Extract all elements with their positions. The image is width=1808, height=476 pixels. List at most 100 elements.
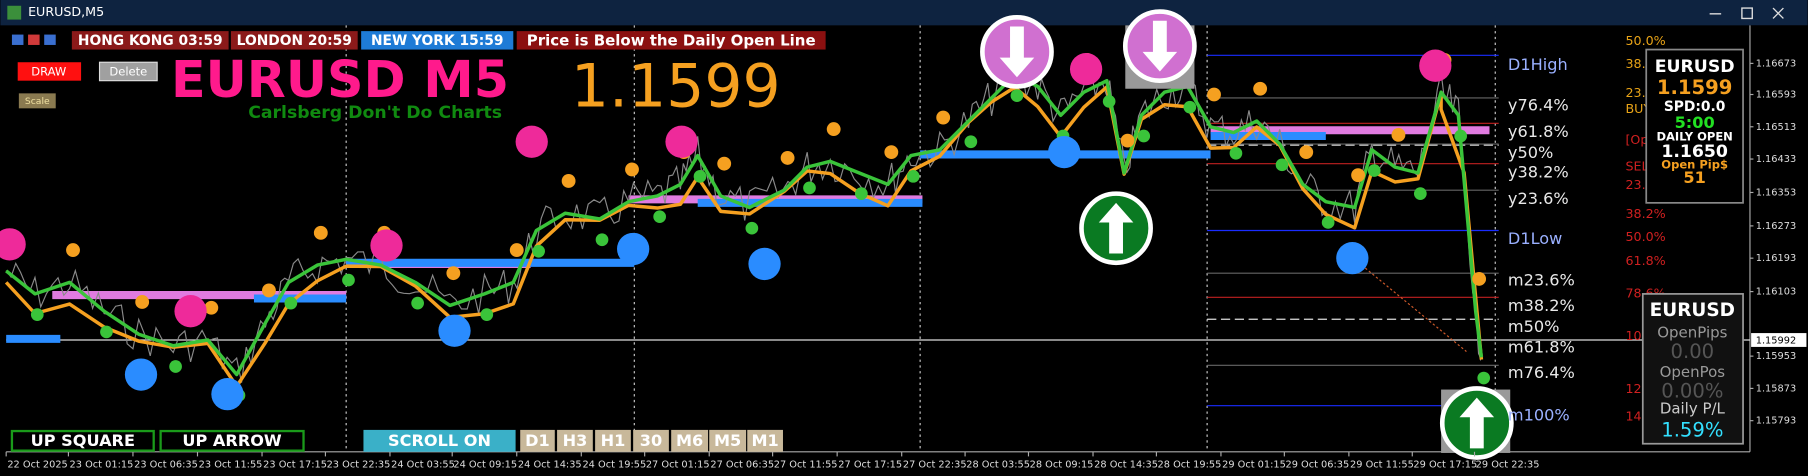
price-line	[5, 64, 1482, 383]
draw-button-label[interactable]: DRAW	[31, 65, 67, 79]
toolbar-button-label[interactable]: D1	[525, 431, 550, 450]
info-panel	[1645, 48, 1744, 204]
swing-high-dot	[509, 243, 524, 258]
fib-level-label: D1Low	[1508, 229, 1562, 248]
tagline: Carlsberg Don't Do Charts	[248, 103, 502, 123]
percent-label: 14	[1625, 409, 1641, 424]
delete-button[interactable]	[98, 61, 158, 82]
time-axis-label: 23 Oct 17:15	[263, 459, 327, 470]
toolbar-button[interactable]	[159, 429, 305, 452]
price-axis-label: 1.16353	[1756, 187, 1796, 198]
trend-line	[1354, 258, 1467, 352]
fib-level-label: D1High	[1508, 55, 1568, 74]
swing-low-dot	[1321, 216, 1335, 229]
pl-panel-text: OpenPips	[1657, 324, 1727, 342]
time-axis-label: 23 Oct 11:55	[199, 459, 263, 470]
time-axis-label: 22 Oct 2025	[7, 459, 67, 470]
delete-button-label[interactable]: Delete	[109, 65, 147, 79]
price-axis-label: 1.16593	[1756, 90, 1796, 101]
time-axis-label: 27 Oct 11:55	[774, 459, 838, 470]
swing-high-dot	[826, 122, 841, 136]
session-box	[361, 31, 514, 50]
info-panel-text: 51	[1683, 168, 1705, 187]
swing-high-dot	[262, 283, 276, 298]
info-panel-text: Open Pip$	[1661, 157, 1728, 171]
toolbar-button[interactable]	[557, 429, 593, 452]
price-axis-area	[1749, 25, 1808, 452]
swing-high-dot	[1391, 127, 1406, 142]
time-axis-label: 29 Oct 22:35	[1476, 459, 1540, 470]
scale-button-label[interactable]: Scale	[25, 96, 50, 107]
time-axis-label: 24 Oct 09:15	[453, 459, 517, 470]
swing-low-dot	[1010, 89, 1024, 102]
low-marker	[211, 378, 244, 411]
percent-label: 38.2%	[1625, 206, 1665, 221]
pl-panel-text: 1.59%	[1661, 419, 1723, 442]
swing-high-dot	[625, 162, 639, 177]
toolbar-button-label[interactable]: M5	[714, 431, 741, 450]
toolbar-button-label[interactable]: H3	[563, 431, 588, 450]
swing-high-dot	[135, 295, 150, 309]
swing-high-dot	[561, 174, 576, 188]
toolbar-button-label[interactable]: UP SQUARE	[31, 431, 135, 450]
swing-high-dot	[204, 300, 219, 315]
toolbar-button[interactable]	[709, 429, 747, 452]
toolbar-button[interactable]	[595, 429, 631, 452]
toolbar-button[interactable]	[10, 429, 155, 452]
toolbar-button-label[interactable]: 30	[640, 431, 662, 450]
toolbar-button[interactable]	[633, 429, 669, 452]
swing-high-dot	[66, 243, 80, 258]
swing-high-dot	[717, 156, 732, 171]
status-message: Price is Below the Daily Open Line	[527, 31, 816, 49]
high-marker	[370, 229, 403, 262]
time-axis-label: 24 Oct 03:55	[391, 459, 455, 470]
percent-label: 50.0%	[1625, 229, 1665, 244]
maximize[interactable]	[1741, 7, 1753, 20]
toolbar-button-label[interactable]: UP ARROW	[182, 431, 282, 450]
swing-low-dot	[1137, 129, 1151, 143]
toolbar-button-label[interactable]: SCROLL ON	[388, 431, 491, 450]
swing-high-dot	[780, 150, 795, 165]
toolbar-button[interactable]	[520, 429, 555, 452]
live-price: 1.1599	[571, 51, 781, 121]
percent-label: [Op	[1625, 132, 1648, 147]
pl-panel-text: 0.00%	[1661, 379, 1723, 402]
swing-low-dot	[964, 135, 978, 149]
session-label: LONDON 20:59	[237, 33, 352, 49]
low-marker	[438, 314, 471, 347]
high-marker	[0, 228, 26, 261]
info-panel-text: 1.1650	[1661, 142, 1728, 162]
toolbar-button[interactable]	[363, 429, 516, 452]
price-axis-label: 1.16273	[1756, 221, 1796, 232]
toolbar-button[interactable]	[671, 429, 709, 452]
fib-level-label: m23.6%	[1508, 271, 1575, 290]
current-price-box	[1751, 333, 1807, 347]
close[interactable]	[1772, 7, 1784, 19]
swing-low-dot	[1477, 371, 1491, 385]
price-axis-label: 1.16193	[1756, 253, 1796, 264]
swing-low-dot	[1229, 146, 1243, 160]
swing-high-dot	[1472, 272, 1487, 286]
draw-button[interactable]	[17, 62, 82, 81]
swing-high-dot	[1299, 145, 1314, 160]
toolbar-button-label[interactable]: H1	[601, 431, 626, 450]
swing-low-dot	[855, 187, 868, 200]
toolbar-button[interactable]	[747, 429, 783, 452]
menu-icon	[28, 34, 40, 45]
toolbar-button-label[interactable]: M1	[751, 431, 778, 450]
toolbar-button-label[interactable]: M6	[676, 431, 703, 450]
overlay: EURUSD,M5 HONG KONG 03:59 LONDON 20:59 NEW …	[5, 4, 1807, 470]
fib-level-label: y76.4%	[1508, 96, 1569, 115]
pl-panel-text: 0.00	[1671, 340, 1715, 363]
swing-high-dot	[1253, 81, 1268, 96]
swing-high-dot	[1120, 133, 1135, 148]
price-axis-label: 1.15793	[1756, 416, 1796, 427]
swing-low-dot	[906, 170, 920, 183]
pl-panel-text: OpenPos	[1660, 363, 1726, 381]
swing-low-dot	[480, 308, 494, 321]
scale-button[interactable]	[18, 93, 56, 109]
time-axis-label: 24 Oct 19:55	[582, 459, 646, 470]
